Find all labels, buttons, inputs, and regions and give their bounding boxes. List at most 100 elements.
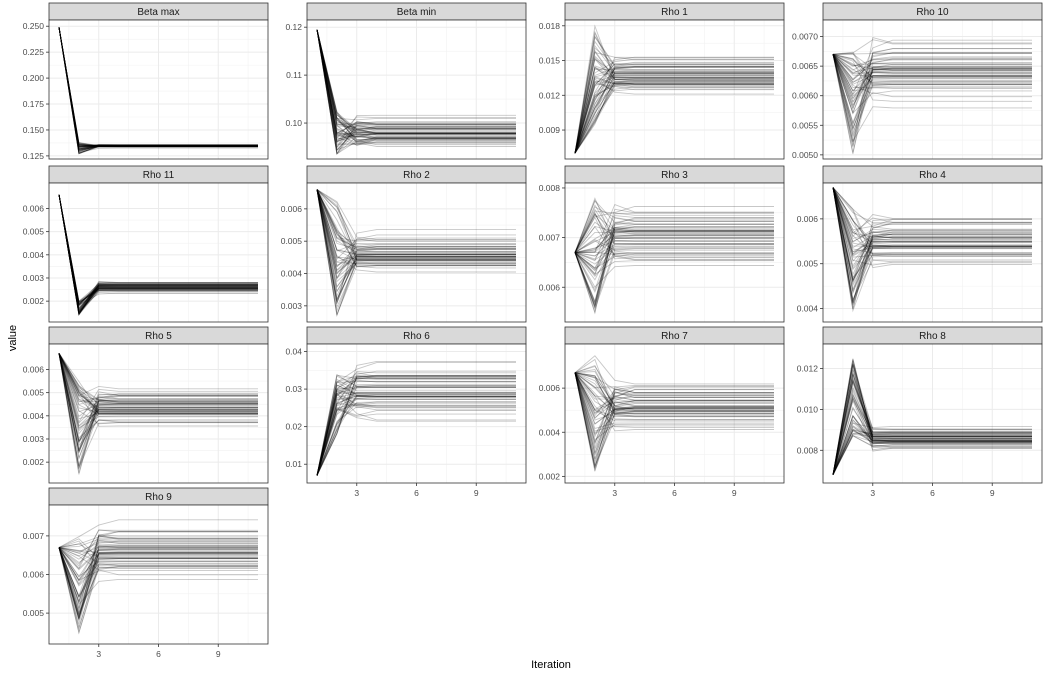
- panel-strip-label: Rho 7: [661, 331, 688, 342]
- series-line: [58, 535, 258, 565]
- series-line: [832, 396, 1032, 475]
- series-line: [832, 434, 1032, 476]
- series-line: [574, 237, 774, 307]
- series-line: [58, 27, 258, 150]
- series-line: [58, 353, 258, 409]
- y-tick-label: 0.008: [539, 183, 561, 193]
- x-tick-label: 9: [732, 488, 737, 498]
- series-line: [58, 27, 258, 148]
- series-lines: [316, 189, 516, 318]
- series-line: [58, 27, 258, 153]
- series-line: [58, 353, 258, 430]
- series-line: [316, 389, 516, 476]
- series-line: [574, 213, 774, 253]
- series-line: [58, 27, 258, 148]
- series-line: [58, 27, 258, 150]
- series-line: [58, 353, 258, 427]
- series-line: [574, 240, 774, 255]
- series-line: [574, 83, 774, 154]
- series-line: [58, 194, 258, 303]
- series-line: [316, 189, 516, 256]
- x-tick-label: 3: [354, 488, 359, 498]
- series-line: [58, 27, 258, 147]
- series-line: [316, 189, 516, 266]
- series-line: [832, 360, 1032, 475]
- series-line: [58, 194, 258, 307]
- series-line: [574, 210, 774, 253]
- series-line: [58, 547, 258, 605]
- series-line: [58, 547, 258, 576]
- series-line: [574, 67, 774, 154]
- series-line: [832, 187, 1032, 287]
- series-line: [832, 187, 1032, 304]
- series-line: [574, 68, 774, 154]
- y-tick-label: 0.006: [539, 282, 561, 292]
- series-line: [574, 63, 774, 154]
- series-line: [574, 230, 774, 304]
- series-line: [574, 66, 774, 154]
- series-line: [58, 547, 258, 571]
- series-line: [832, 414, 1032, 475]
- series-line: [316, 189, 516, 302]
- series-line: [316, 29, 516, 145]
- series-line: [574, 372, 774, 441]
- series-line: [316, 189, 516, 250]
- series-line: [316, 29, 516, 144]
- series-line: [832, 364, 1032, 475]
- series-line: [58, 27, 258, 147]
- series-line: [832, 187, 1032, 256]
- series-line: [316, 189, 516, 252]
- series-line: [832, 54, 1032, 96]
- series-line: [832, 431, 1032, 475]
- series-line: [316, 189, 516, 255]
- series-line: [58, 27, 258, 150]
- series-line: [58, 353, 258, 405]
- series-lines: [58, 353, 258, 475]
- series-line: [832, 187, 1032, 256]
- series-line: [832, 54, 1032, 107]
- series-line: [316, 189, 516, 273]
- series-line: [832, 53, 1032, 85]
- series-line: [574, 372, 774, 462]
- series-line: [574, 240, 774, 281]
- panel-strip-label: Beta min: [397, 7, 436, 18]
- y-tick-label: 0.003: [23, 273, 45, 283]
- series-line: [574, 200, 774, 253]
- series-line: [574, 372, 774, 411]
- series-line: [832, 187, 1032, 302]
- series-line: [832, 387, 1032, 475]
- series-line: [832, 187, 1032, 307]
- series-line: [58, 27, 258, 148]
- series-line: [574, 221, 774, 253]
- series-line: [58, 194, 258, 316]
- series-line: [574, 66, 774, 154]
- series-line: [832, 54, 1032, 83]
- series-line: [58, 547, 258, 599]
- y-tick-label: 0.01: [285, 459, 302, 469]
- series-line: [574, 225, 774, 253]
- series-line: [316, 189, 516, 279]
- series-line: [58, 353, 258, 452]
- series-line: [316, 380, 516, 476]
- series-line: [58, 353, 258, 466]
- series-line: [832, 51, 1032, 83]
- series-line: [316, 189, 516, 271]
- series-line: [58, 547, 258, 606]
- series-line: [574, 70, 774, 154]
- series-line: [832, 54, 1032, 100]
- series-line: [58, 27, 258, 155]
- series-line: [574, 372, 774, 407]
- series-line: [574, 372, 774, 469]
- series-line: [316, 29, 516, 146]
- series-line: [58, 353, 258, 452]
- series-line: [832, 187, 1032, 256]
- series-line: [832, 187, 1032, 279]
- series-line: [574, 247, 774, 271]
- series-line: [316, 384, 516, 476]
- series-line: [316, 29, 516, 151]
- series-line: [316, 189, 516, 258]
- series-line: [58, 353, 258, 452]
- series-line: [316, 189, 516, 263]
- y-tick-label: 0.175: [23, 99, 45, 109]
- x-tick-label: 6: [930, 488, 935, 498]
